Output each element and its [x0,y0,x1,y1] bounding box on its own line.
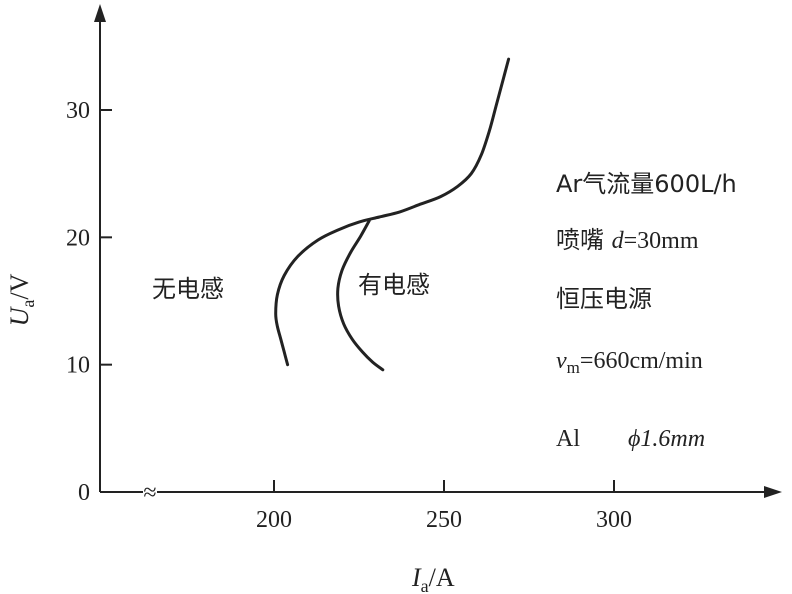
series-line-with-inductance [336,219,385,372]
y-tick-label: 20 [66,225,90,251]
annotation-nozzle: 喷嘴 d=30mm [556,226,699,254]
x-ticks: 200 250 300 [256,480,632,533]
series-label-no-inductance: 无电感 [152,275,224,303]
annotation-wire-diameter: ϕ1.6mm [628,426,705,452]
series-label-with-inductance: 有电感 [358,271,430,299]
axis-break-mark: ≈ [143,480,156,506]
x-tick-label: 250 [426,507,462,533]
series-line-no-inductance [274,57,511,367]
annotation-power-source: 恒压电源 [556,285,652,313]
x-tick-label: 300 [596,507,632,533]
y-tick-label: 30 [66,98,90,124]
y-ticks: 0 10 20 30 [66,98,112,506]
y-tick-label: 10 [66,353,90,379]
y-axis-arrow-icon [94,4,106,22]
annotation-wire-speed: vm=660cm/min [556,348,703,377]
x-axis-arrow-icon [764,486,782,498]
axis-break-gap [143,484,157,500]
series-layer [274,57,511,372]
y-axis-title: Ua/V [5,273,38,326]
x-tick-label: 200 [256,507,292,533]
annotation-gas-flow: Ar气流量600L/h [556,170,737,198]
x-axis-title: Ia/A [411,563,455,594]
y-tick-label: 0 [78,480,90,506]
annotation-wire-material: Al [556,426,580,452]
